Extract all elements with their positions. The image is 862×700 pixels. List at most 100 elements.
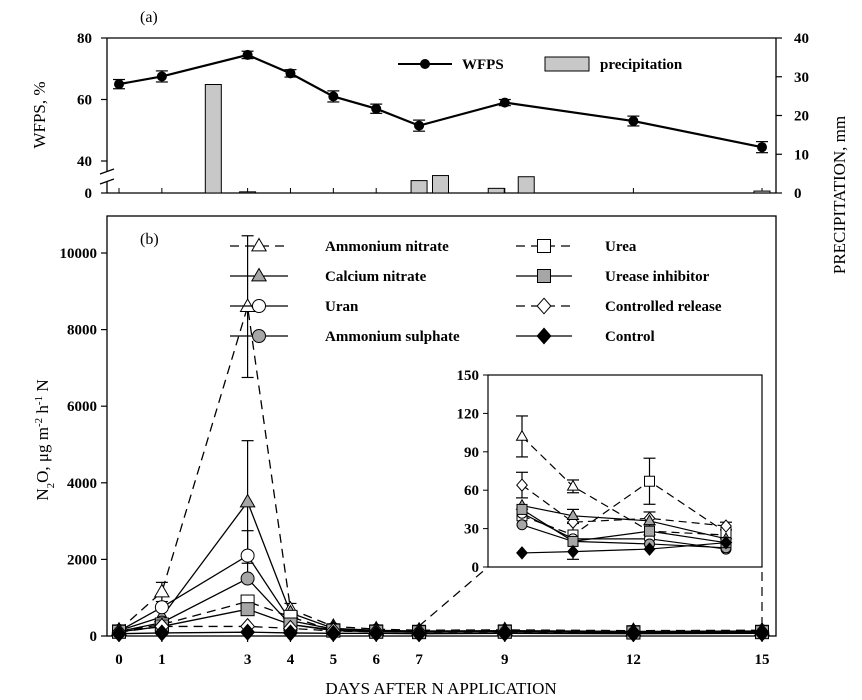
wfps-point bbox=[328, 91, 339, 102]
y-tick-label: 2000 bbox=[67, 552, 97, 568]
legend-label: Uran bbox=[325, 299, 359, 315]
y-left-tick-label: 80 bbox=[77, 31, 92, 47]
y-left-tick-label: 0 bbox=[85, 186, 93, 202]
inset-series-point bbox=[566, 479, 580, 491]
series-line bbox=[118, 577, 763, 633]
series-point bbox=[239, 298, 256, 312]
y-left-tick-label: 60 bbox=[77, 93, 92, 109]
inset-series-line bbox=[521, 484, 727, 527]
series-line bbox=[118, 608, 763, 634]
y-right-tick-label: 30 bbox=[794, 70, 809, 86]
y-right-tick-label: 10 bbox=[794, 147, 809, 163]
x-tick-label: 12 bbox=[626, 652, 641, 668]
legend-marker bbox=[250, 267, 268, 282]
y-axis-title: N2O, μg m-2 h-1 N bbox=[33, 379, 57, 500]
legend-label: Calcium nitrate bbox=[325, 269, 427, 285]
series-point bbox=[154, 600, 169, 615]
legend-label: Ammonium sulphate bbox=[325, 329, 460, 345]
precipitation-bar bbox=[410, 180, 428, 194]
series-point bbox=[325, 624, 341, 642]
inset-series-point bbox=[643, 542, 656, 556]
y-right-tick-label: 40 bbox=[794, 31, 809, 47]
series-point bbox=[497, 624, 513, 642]
axis-break-mark bbox=[99, 178, 115, 185]
inset-series-point bbox=[720, 535, 732, 550]
precipitation-bar bbox=[753, 190, 771, 194]
legend-label: Control bbox=[605, 329, 655, 345]
legend-marker bbox=[537, 239, 551, 253]
x-tick-label: 0 bbox=[115, 652, 123, 668]
y-right-axis-title: PRECIPITATION, mm bbox=[830, 116, 849, 274]
series-point bbox=[282, 624, 298, 642]
x-tick-label: 6 bbox=[372, 652, 380, 668]
x-tick-label: 5 bbox=[330, 652, 338, 668]
inset-series-line bbox=[521, 436, 727, 536]
y-right-tick-label: 0 bbox=[794, 186, 802, 202]
legend-label: Urease inhibitor bbox=[605, 269, 710, 285]
wfps-point bbox=[757, 142, 767, 153]
legend-label: Urea bbox=[605, 239, 637, 255]
series-point bbox=[240, 571, 255, 586]
legend-marker bbox=[250, 237, 268, 252]
series-point bbox=[368, 624, 384, 642]
series-point bbox=[111, 625, 127, 643]
inset-series-point bbox=[644, 525, 655, 537]
series-line bbox=[118, 625, 763, 634]
legend-label: Ammonium nitrate bbox=[325, 239, 449, 255]
inset-series-point bbox=[516, 503, 528, 515]
wfps-point bbox=[414, 120, 425, 131]
precipitation-bar bbox=[204, 84, 222, 194]
panel-a-label: (a) bbox=[140, 9, 158, 26]
wfps-point bbox=[371, 103, 382, 114]
series-point bbox=[240, 548, 255, 563]
inset-y-tick-label: 0 bbox=[472, 560, 480, 576]
series-point bbox=[153, 583, 170, 598]
inset-y-tick-label: 120 bbox=[457, 406, 480, 422]
inset-y-tick-label: 150 bbox=[457, 368, 480, 384]
x-tick-label: 7 bbox=[415, 652, 423, 668]
wfps-point bbox=[114, 79, 124, 90]
inset-series-point bbox=[643, 514, 656, 526]
inset-series-line bbox=[521, 508, 727, 544]
wfps-point bbox=[242, 49, 253, 60]
precipitation-bar bbox=[239, 191, 257, 194]
wfps-point bbox=[285, 68, 296, 79]
x-tick-label: 4 bbox=[287, 652, 295, 668]
series-point bbox=[625, 625, 641, 643]
series-point bbox=[240, 623, 256, 641]
wfps-point bbox=[628, 116, 639, 127]
series-point bbox=[754, 624, 770, 642]
y-tick-label: 10000 bbox=[60, 246, 98, 262]
inset-series-line bbox=[521, 542, 727, 554]
panel-b-frame bbox=[106, 215, 777, 637]
zoom-connector-left bbox=[418, 566, 489, 627]
axis-break-mark bbox=[99, 168, 115, 175]
wfps-point bbox=[156, 71, 167, 82]
inset-series-point bbox=[516, 546, 528, 560]
legend-wfps-label: WFPS bbox=[462, 57, 504, 73]
legend-label: Controlled release bbox=[605, 299, 722, 315]
legend-marker bbox=[536, 327, 552, 345]
wfps-point bbox=[499, 97, 510, 108]
inset-y-tick-label: 30 bbox=[464, 522, 479, 538]
legend-wfps-marker bbox=[420, 59, 430, 69]
y-right-tick-label: 20 bbox=[794, 109, 809, 125]
series-point bbox=[240, 602, 255, 617]
precipitation-bar bbox=[487, 187, 505, 194]
legend-marker bbox=[252, 329, 266, 343]
x-tick-label: 9 bbox=[501, 652, 509, 668]
wfps-line bbox=[118, 53, 763, 149]
series-line bbox=[118, 600, 763, 633]
legend-marker bbox=[537, 269, 551, 283]
y-tick-label: 8000 bbox=[67, 323, 97, 339]
y-left-tick-label: 40 bbox=[77, 154, 92, 170]
inset-series-point bbox=[720, 519, 732, 533]
inset-series-point bbox=[644, 475, 655, 487]
precipitation-bar bbox=[432, 175, 449, 194]
series-point bbox=[154, 624, 170, 642]
x-tick-label: 15 bbox=[755, 652, 770, 668]
y-tick-label: 0 bbox=[90, 629, 98, 645]
legend-marker bbox=[252, 299, 266, 313]
